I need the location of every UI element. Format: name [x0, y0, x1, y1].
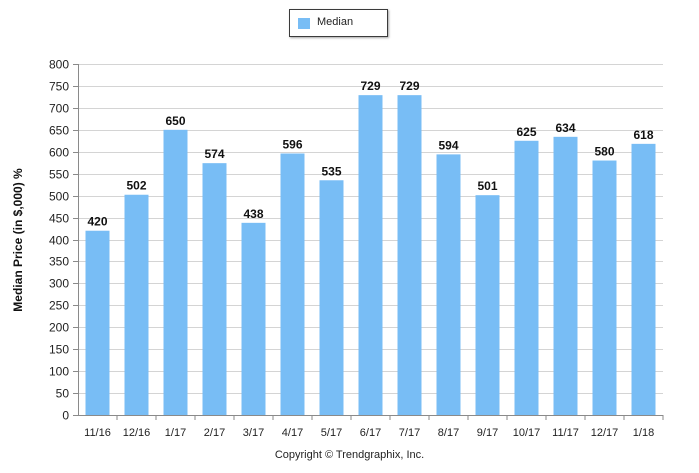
y-tick-label: 250	[49, 299, 69, 313]
bar	[202, 163, 227, 415]
y-tick-label: 100	[49, 365, 69, 379]
data-label: 634	[555, 121, 575, 135]
x-tick-label: 11/16	[84, 427, 111, 439]
y-axis-label: Median Price (in $,000) %	[11, 168, 25, 312]
y-tick-label: 500	[49, 190, 69, 204]
data-label: 438	[243, 207, 263, 221]
x-tick-label: 1/17	[165, 427, 186, 439]
x-tick-label: 4/17	[282, 427, 303, 439]
x-tick-label: 12/17	[591, 427, 619, 439]
x-tick-label: 7/17	[399, 427, 420, 439]
data-label: 574	[204, 147, 224, 161]
legend: Median	[289, 9, 388, 37]
x-tick-labels: 11/16 12/16 1/17 2/17 3/17 4/17 5/17 6/17 7/17 8/…	[84, 427, 654, 439]
y-tick-label: 550	[49, 168, 69, 182]
y-tick-label: 450	[49, 212, 69, 226]
y-tick-label: 700	[49, 102, 69, 116]
x-tick-label: 1/18	[633, 427, 654, 439]
data-label: 596	[282, 138, 302, 152]
data-labels: 420 502 650 574 438 596 535 729 729 594 501 625 634 5…	[87, 79, 653, 229]
data-label: 535	[321, 164, 341, 178]
bar	[241, 222, 266, 415]
bar	[553, 136, 578, 415]
data-label: 729	[360, 79, 380, 93]
copyright-text: Copyright © Trendgraphix, Inc.	[274, 449, 425, 461]
bar	[514, 140, 539, 415]
bar	[85, 230, 110, 415]
data-label: 420	[87, 215, 107, 229]
y-tick-label: 0	[62, 409, 69, 423]
bar	[280, 153, 305, 415]
y-tick-label: 600	[49, 146, 69, 160]
bar	[397, 95, 422, 416]
x-tick-label: 6/17	[360, 427, 381, 439]
legend-swatch-median	[298, 18, 310, 29]
x-tick-label: 11/17	[552, 427, 579, 439]
y-tick-label: 750	[49, 80, 69, 94]
data-label: 650	[165, 114, 185, 128]
x-tick-label: 2/17	[204, 427, 225, 439]
axes	[73, 64, 664, 420]
x-tick-label: 9/17	[477, 427, 498, 439]
bar	[124, 194, 149, 415]
x-tick-label: 12/16	[123, 427, 151, 439]
data-label: 502	[126, 179, 146, 193]
y-tick-label: 350	[49, 255, 69, 269]
bar	[163, 129, 188, 415]
y-tick-label: 400	[49, 234, 69, 248]
data-label: 501	[477, 179, 497, 193]
bar	[592, 160, 617, 415]
data-label: 580	[594, 145, 614, 159]
y-tick-labels: 0 50 100 150 200 250 300 350 400 450 500 550 600 650 7…	[49, 58, 69, 423]
bars	[85, 95, 656, 416]
x-tick-label: 5/17	[321, 427, 342, 439]
bar	[631, 143, 656, 416]
x-tick-label: 10/17	[513, 427, 541, 439]
bar	[475, 195, 500, 415]
y-tick-label: 50	[56, 387, 70, 401]
data-label: 729	[399, 79, 419, 93]
y-tick-label: 650	[49, 124, 69, 138]
y-tick-label: 300	[49, 277, 69, 291]
legend-label-median: Median	[317, 16, 354, 28]
bar	[358, 95, 383, 416]
x-tick-label: 3/17	[243, 427, 264, 439]
data-label: 594	[438, 138, 458, 152]
y-tick-label: 800	[49, 58, 69, 72]
x-tick-label: 8/17	[438, 427, 459, 439]
data-label: 625	[516, 125, 536, 139]
y-tick-label: 150	[49, 343, 69, 357]
y-tick-label: 200	[49, 321, 69, 335]
bar	[319, 180, 344, 415]
bar	[436, 154, 461, 415]
data-label: 618	[633, 128, 653, 142]
